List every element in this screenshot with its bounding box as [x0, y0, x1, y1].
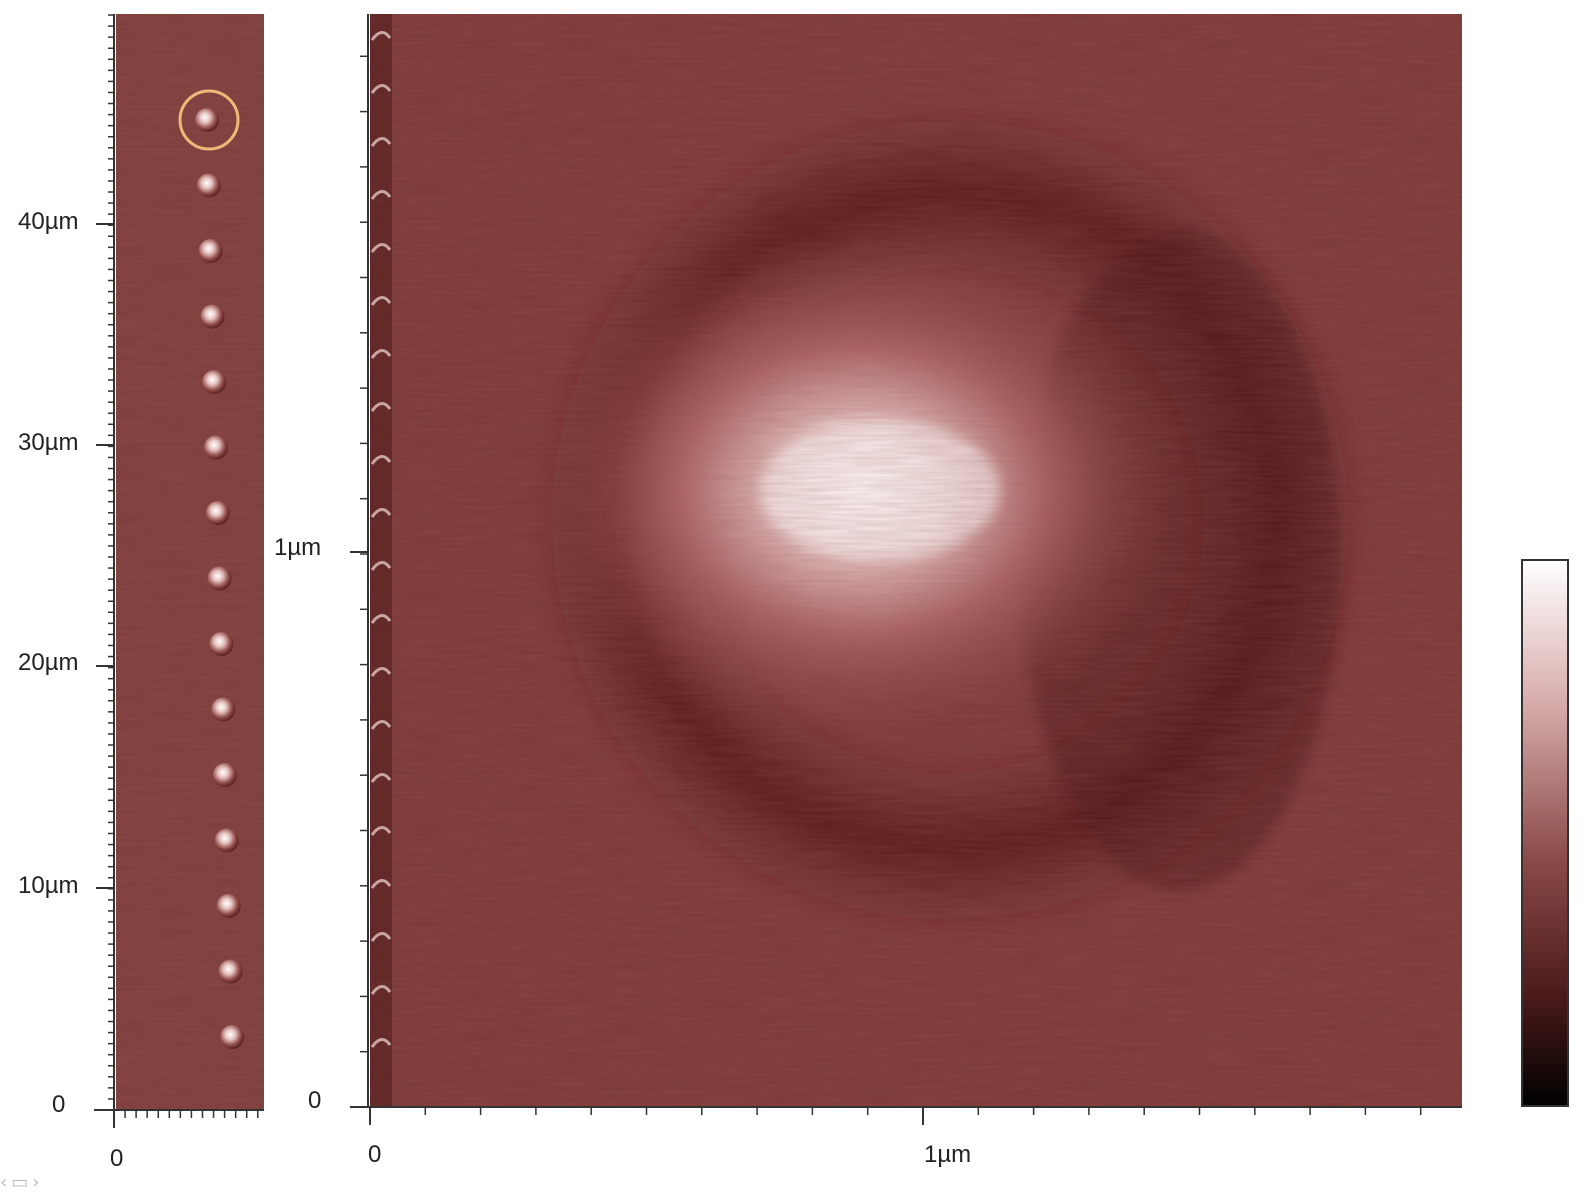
bump-marker: [195, 108, 219, 132]
main-scan-panel: [370, 14, 1462, 1106]
page-nav: ‹▭›: [0, 1172, 43, 1193]
left-scan-texture: [116, 14, 264, 1110]
left-y-label-40um: 40µm: [18, 208, 79, 235]
left-y-label-10um: 10µm: [18, 872, 79, 899]
main-x-label-0: 0: [368, 1141, 381, 1168]
prev-icon[interactable]: ‹: [0, 1172, 12, 1193]
main-x-label-1um: 1µm: [924, 1141, 971, 1168]
left-scan-panel: [116, 14, 264, 1110]
color-scale-bar: [1521, 559, 1569, 1107]
next-icon[interactable]: ›: [32, 1172, 44, 1193]
bump-marker: [209, 632, 234, 656]
left-y-label-30um: 30µm: [18, 429, 79, 456]
bump-marker: [216, 894, 241, 918]
bump-marker: [213, 763, 237, 787]
bump-marker: [200, 304, 225, 329]
left-y-axis: 0 10µm 20µm 30µm 40µm: [18, 14, 115, 1118]
main-x-axis: 0 1µm: [350, 1106, 1462, 1168]
edge-artifacts: [370, 14, 392, 1106]
left-x-label-0: 0: [110, 1145, 123, 1172]
bump-marker: [205, 501, 230, 525]
bump-marker: [211, 697, 236, 722]
bump-marker: [214, 828, 239, 853]
bump-marker: [204, 435, 228, 460]
bump-list: [195, 108, 245, 1049]
left-y-label-0: 0: [52, 1091, 65, 1118]
left-y-label-20um: 20µm: [18, 649, 79, 676]
main-y-axis: 0 1µm: [274, 14, 369, 1114]
main-y-label-0: 0: [308, 1087, 321, 1114]
bump-marker: [220, 1025, 245, 1049]
bump-marker: [198, 239, 223, 263]
bump-marker: [202, 370, 227, 394]
page-icon[interactable]: ▭: [11, 1172, 33, 1193]
bump-marker: [207, 566, 232, 591]
main-y-label-1um: 1µm: [274, 534, 321, 561]
bump-marker: [196, 173, 221, 198]
left-x-axis: 0: [94, 1109, 264, 1172]
highlight-circle: [178, 89, 240, 151]
bump-marker: [218, 959, 243, 984]
main-scan-texture: [370, 14, 1462, 1106]
